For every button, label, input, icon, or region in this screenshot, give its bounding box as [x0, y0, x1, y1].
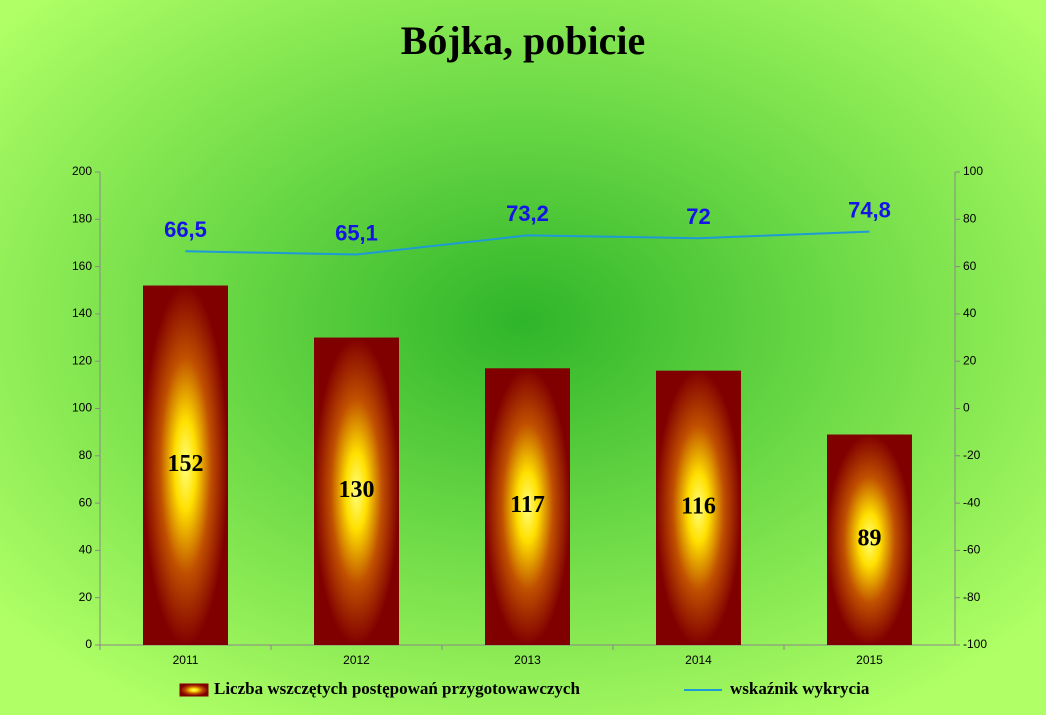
y-tick-label: 160	[72, 259, 92, 273]
x-tick-label: 2011	[173, 653, 199, 667]
y-tick-label: 140	[72, 306, 92, 320]
y2-tick-label: -20	[963, 448, 981, 462]
line-value-label: 72	[686, 204, 710, 229]
legend-label: wskaźnik wykrycia	[730, 679, 870, 698]
bar	[656, 370, 741, 645]
y-tick-label: 80	[79, 448, 93, 462]
y2-tick-label: 0	[963, 401, 970, 415]
chart-title: Bójka, pobicie	[401, 18, 645, 63]
y2-tick-label: 20	[963, 353, 977, 367]
line-value-label: 73,2	[506, 201, 549, 226]
line-value-label: 74,8	[848, 197, 891, 222]
line-value-label: 65,1	[335, 220, 378, 245]
y2-tick-label: -40	[963, 495, 981, 509]
x-tick-label: 2014	[685, 653, 712, 667]
bar-value-label: 130	[339, 477, 375, 503]
y2-tick-label: -80	[963, 590, 981, 604]
bar-value-label: 152	[168, 451, 204, 477]
y2-tick-label: 40	[963, 306, 977, 320]
y2-tick-label: 60	[963, 259, 977, 273]
y-tick-label: 120	[72, 353, 92, 367]
bar-value-label: 116	[681, 493, 716, 519]
y2-tick-label: -60	[963, 543, 981, 557]
line-value-label: 66,5	[164, 217, 207, 242]
bar-value-label: 117	[510, 492, 545, 518]
y-tick-label: 200	[72, 164, 92, 178]
legend-swatch	[179, 683, 209, 697]
x-tick-label: 2012	[343, 653, 370, 667]
y-tick-label: 100	[72, 401, 92, 415]
y-tick-label: 0	[85, 637, 92, 651]
y-tick-label: 40	[79, 543, 93, 557]
y-tick-label: 20	[79, 590, 93, 604]
y2-tick-label: 100	[963, 164, 983, 178]
bar	[314, 337, 399, 645]
bar	[143, 285, 228, 645]
y-tick-label: 180	[72, 211, 92, 225]
bar	[827, 434, 912, 645]
legend-label: Liczba wszczętych postępowań przygotowaw…	[214, 679, 580, 698]
bar-value-label: 89	[858, 525, 882, 551]
bar	[485, 368, 570, 645]
y2-tick-label: 80	[963, 211, 977, 225]
y2-tick-label: -100	[963, 637, 987, 651]
x-tick-label: 2013	[514, 653, 541, 667]
y-tick-label: 60	[79, 495, 93, 509]
x-tick-label: 2015	[856, 653, 883, 667]
line	[185, 230, 870, 256]
